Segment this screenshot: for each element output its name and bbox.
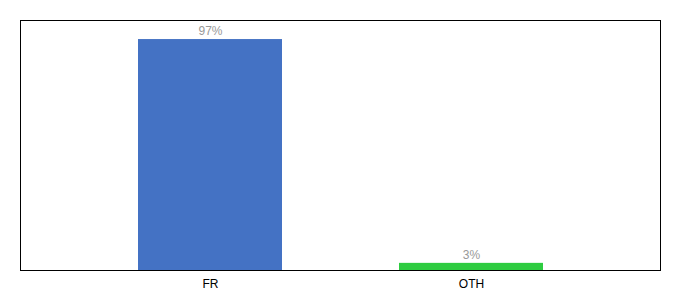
svg-text:FR: FR bbox=[203, 277, 219, 291]
svg-text:3%: 3% bbox=[463, 248, 481, 262]
svg-text:OTH: OTH bbox=[459, 277, 484, 291]
svg-text:97%: 97% bbox=[198, 24, 222, 38]
